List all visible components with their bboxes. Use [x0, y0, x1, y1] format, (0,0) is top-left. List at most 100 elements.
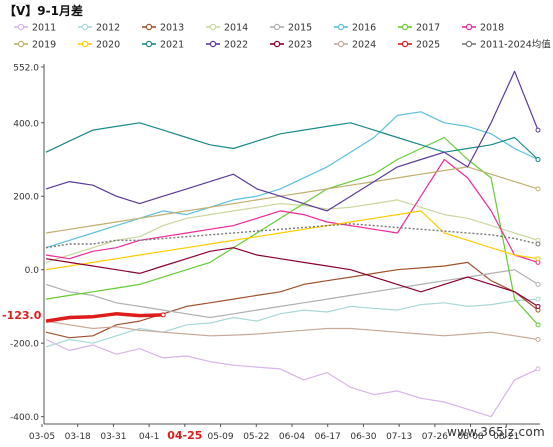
series-end-marker — [535, 157, 541, 163]
series-line-2015 — [45, 269, 539, 319]
series-end-marker — [535, 296, 541, 302]
series-line-2021 — [45, 122, 539, 160]
legend-label: 2020 — [96, 40, 120, 51]
series-line-2024 — [45, 320, 539, 341]
series-end-marker — [535, 322, 541, 328]
legend-label: 2025 — [416, 40, 440, 51]
legend-item-2018[interactable]: 2018 — [462, 23, 504, 34]
legend-marker — [465, 40, 473, 48]
series-line-2017 — [45, 136, 539, 326]
legend-label: 2018 — [480, 23, 504, 34]
x-tick-label: 03-31 — [100, 432, 126, 442]
series-end-marker — [535, 256, 541, 262]
legend-label: 2014 — [224, 23, 248, 34]
legend-item-2014[interactable]: 2014 — [206, 23, 248, 34]
chart-series — [45, 70, 541, 418]
legend-label: 2024 — [352, 40, 376, 51]
legend-item-2013[interactable]: 2013 — [142, 23, 184, 34]
series-line-2023 — [45, 247, 539, 307]
chart-axes: 552.0 400.0 200.0 0.0 -200.0 -400.0 03-05 03-18… — [10, 63, 540, 442]
x-tick-label: 05-09 — [207, 432, 233, 442]
legend-item-2024[interactable]: 2024 — [334, 40, 376, 51]
y-tick-label: 0.0 — [25, 266, 40, 276]
legend-marker — [145, 23, 153, 31]
legend-label: 2022 — [224, 40, 248, 51]
series-end-marker — [535, 127, 541, 133]
legend-item-2020[interactable]: 2020 — [78, 40, 120, 51]
series-line-2014 — [45, 199, 539, 263]
legend-marker — [145, 40, 153, 48]
legend: 2011 2012 2013 2014 2015 2016 2017 2018 2019 2020… — [14, 23, 551, 51]
x-tick-label: 06-04 — [279, 432, 305, 442]
series-line-2011-2024均值 — [45, 223, 539, 249]
legend-item-2025[interactable]: 2025 — [398, 40, 440, 51]
legend-label: 2016 — [352, 23, 376, 34]
legend-item-2011[interactable]: 2011 — [14, 23, 56, 34]
series-end-marker — [535, 366, 541, 372]
x-tick-label: 08-21 — [493, 432, 519, 442]
series-line-2019 — [45, 166, 539, 234]
x-tick-label: 04-1 — [139, 432, 159, 442]
legend-item-2011-2024均值[interactable]: 2011-2024均值 — [462, 39, 551, 51]
chart-labels: -123.0 — [2, 309, 42, 322]
legend-marker — [273, 23, 281, 31]
series-line-2012 — [45, 298, 539, 348]
legend-label: 2011 — [32, 23, 56, 34]
legend-item-2023[interactable]: 2023 — [270, 40, 312, 51]
x-tick-label: 07-26 — [422, 432, 448, 442]
legend-marker — [17, 23, 25, 31]
legend-item-2019[interactable]: 2019 — [14, 40, 56, 51]
series-end-marker — [535, 281, 541, 287]
series-end-marker — [535, 337, 541, 343]
legend-label: 2021 — [160, 40, 184, 51]
series-line-2022 — [45, 70, 539, 212]
legend-marker — [81, 23, 89, 31]
x-tick-label: 03-18 — [65, 432, 91, 442]
legend-item-2017[interactable]: 2017 — [398, 23, 440, 34]
legend-marker — [17, 40, 25, 48]
series-line-2025 — [45, 312, 164, 323]
legend-label: 2013 — [160, 23, 184, 34]
y-tick-label: -200.0 — [10, 340, 39, 350]
legend-marker — [337, 23, 345, 31]
series-line-2013 — [45, 261, 539, 339]
legend-marker — [401, 23, 409, 31]
legend-item-2012[interactable]: 2012 — [78, 23, 120, 34]
legend-item-2016[interactable]: 2016 — [334, 23, 376, 34]
legend-marker — [401, 40, 409, 48]
chart-title: 【V】9-1月差 — [4, 4, 83, 18]
legend-label: 2015 — [288, 23, 312, 34]
legend-marker — [273, 40, 281, 48]
x-tick-label: 05-22 — [243, 432, 269, 442]
series-line-2020 — [45, 210, 539, 271]
watermark: www.365jz.com — [446, 425, 545, 439]
x-tick-label: 06-30 — [350, 432, 376, 442]
legend-label: 2019 — [32, 40, 56, 51]
latest-value-label: -123.0 — [2, 309, 42, 322]
x-tick-label: 07-13 — [386, 432, 412, 442]
series-end-marker — [160, 312, 166, 318]
series-line-2016 — [45, 111, 539, 249]
legend-marker — [81, 40, 89, 48]
legend-item-2021[interactable]: 2021 — [142, 40, 184, 51]
series-end-marker — [535, 186, 541, 192]
series-line-2011 — [45, 338, 539, 418]
y-tick-label: 200.0 — [13, 193, 39, 203]
legend-marker — [337, 40, 345, 48]
y-tick-label: 552.0 — [13, 63, 39, 73]
legend-label: 2011-2024均值 — [480, 39, 551, 51]
y-tick-label: 400.0 — [13, 119, 39, 129]
legend-label: 2023 — [288, 40, 312, 51]
x-tick-label: 06-17 — [315, 432, 341, 442]
x-tick-label: 03-05 — [29, 432, 55, 442]
legend-item-2022[interactable]: 2022 — [206, 40, 248, 51]
legend-label: 2017 — [416, 23, 440, 34]
x-tick-label: 08-08 — [457, 432, 483, 442]
legend-item-2015[interactable]: 2015 — [270, 23, 312, 34]
y-tick-label: -400.0 — [10, 413, 39, 423]
legend-label: 2012 — [96, 23, 120, 34]
legend-marker — [209, 23, 217, 31]
legend-marker — [209, 40, 217, 48]
